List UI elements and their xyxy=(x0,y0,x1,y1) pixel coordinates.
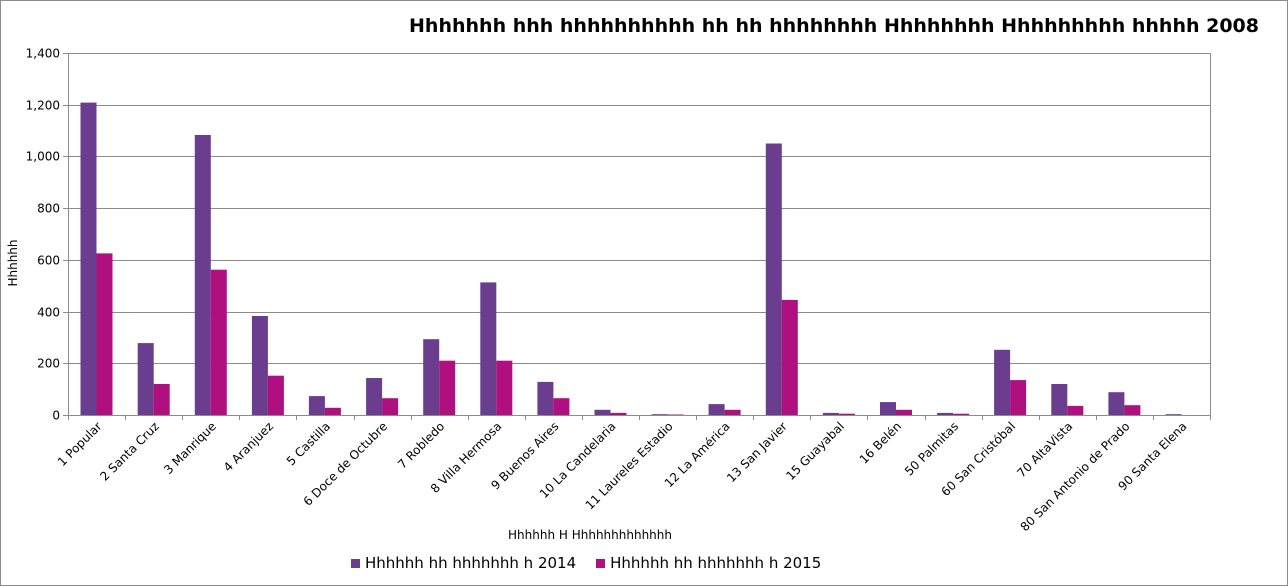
y-tick-label: 200 xyxy=(37,357,60,371)
x-axis-label: Hhhhhh H Hhhhhhhhhhhhh xyxy=(508,528,672,542)
bar-2015 xyxy=(210,269,227,415)
legend-item-2015: Hhhhhh hh hhhhhhh h 2015 xyxy=(596,554,821,572)
bar-2015 xyxy=(439,360,456,415)
bar-2014 xyxy=(937,412,954,415)
bar-2014 xyxy=(765,143,782,415)
x-tick-label: 2 Santa Cruz xyxy=(97,419,161,483)
bar-2014 xyxy=(880,402,896,415)
bar-2015 xyxy=(553,398,570,415)
y-tick-label: 400 xyxy=(37,306,60,320)
x-tick-label: 16 Belén xyxy=(857,419,904,466)
bar-2015 xyxy=(953,413,970,415)
bar-2014 xyxy=(537,381,554,415)
bar-2014 xyxy=(480,282,497,415)
bar-2014 xyxy=(994,349,1011,415)
y-tick-label: 0 xyxy=(52,409,60,423)
bar-2014 xyxy=(822,412,839,415)
x-tick-label: 5 Castilla xyxy=(284,419,333,468)
y-axis-label: Hhhhhh xyxy=(3,233,23,293)
legend-label-2015: Hhhhhh hh hhhhhhh h 2015 xyxy=(610,554,822,572)
y-tick-label: 1,000 xyxy=(26,150,60,164)
bar-2015 xyxy=(324,407,341,415)
y-tick-label: 1,400 xyxy=(26,47,60,61)
bar-2014 xyxy=(251,316,268,415)
bar-2014 xyxy=(1165,414,1182,415)
bar-2014 xyxy=(651,414,668,415)
bar-2015 xyxy=(1010,380,1027,415)
legend: Hhhhhh hh hhhhhhh h 2014 Hhhhhh hh hhhhh… xyxy=(351,554,841,572)
bar-2014 xyxy=(308,396,325,415)
bar-2015 xyxy=(153,384,170,415)
bar-2015 xyxy=(724,409,741,415)
y-tick-label: 1,200 xyxy=(26,99,60,113)
x-tick-label: 15 Guayabal xyxy=(783,419,847,483)
bar-2014 xyxy=(1051,384,1068,415)
bar-2014 xyxy=(708,404,725,415)
x-tick-label: 4 Aranjuez xyxy=(221,419,276,474)
bar-2015 xyxy=(610,412,627,415)
y-axis-label-text: Hhhhhh xyxy=(6,239,20,287)
bar-2014 xyxy=(423,339,440,415)
x-tick-label: 50 Palmitas xyxy=(902,419,961,478)
legend-label-2014: Hhhhhh hh hhhhhhh h 2014 xyxy=(365,554,577,572)
y-tick-label: 800 xyxy=(37,202,60,216)
bar-2015 xyxy=(1124,405,1141,415)
bar-2014 xyxy=(194,135,211,415)
legend-swatch-2014 xyxy=(351,558,360,568)
legend-swatch-2015 xyxy=(596,558,606,568)
x-tick-label: 13 San Javier xyxy=(724,419,790,485)
bar-2015 xyxy=(267,375,284,415)
x-tick-label: 7 Robledo xyxy=(395,419,447,471)
bar-2014 xyxy=(594,409,611,415)
bar-2014 xyxy=(137,343,154,415)
bar-2015 xyxy=(96,253,113,415)
x-tick-label: 3 Manrique xyxy=(161,419,219,477)
bar-2015 xyxy=(896,409,912,415)
x-tick-label: 80 San Antonio de Prado xyxy=(1018,419,1133,534)
bar-2014 xyxy=(366,378,383,415)
x-tick-label: 1 Popular xyxy=(55,419,105,469)
bar-2014 xyxy=(1108,392,1125,415)
bar-2015 xyxy=(838,413,855,415)
bar-2015 xyxy=(667,414,684,415)
x-tick-label: 70 AltaVista xyxy=(1014,419,1075,480)
y-tick-label: 600 xyxy=(37,254,60,268)
bar-2014 xyxy=(80,102,97,415)
bar-2015 xyxy=(1067,405,1084,415)
chart-title: Hhhhhhh hhh hhhhhhhhhh hh hh hhhhhhhh Hh… xyxy=(409,15,1259,37)
bar-2015 xyxy=(382,398,399,415)
legend-item-2014: Hhhhhh hh hhhhhhh h 2014 xyxy=(351,554,576,572)
bar-2015 xyxy=(781,299,798,415)
bar-2015 xyxy=(496,360,513,415)
